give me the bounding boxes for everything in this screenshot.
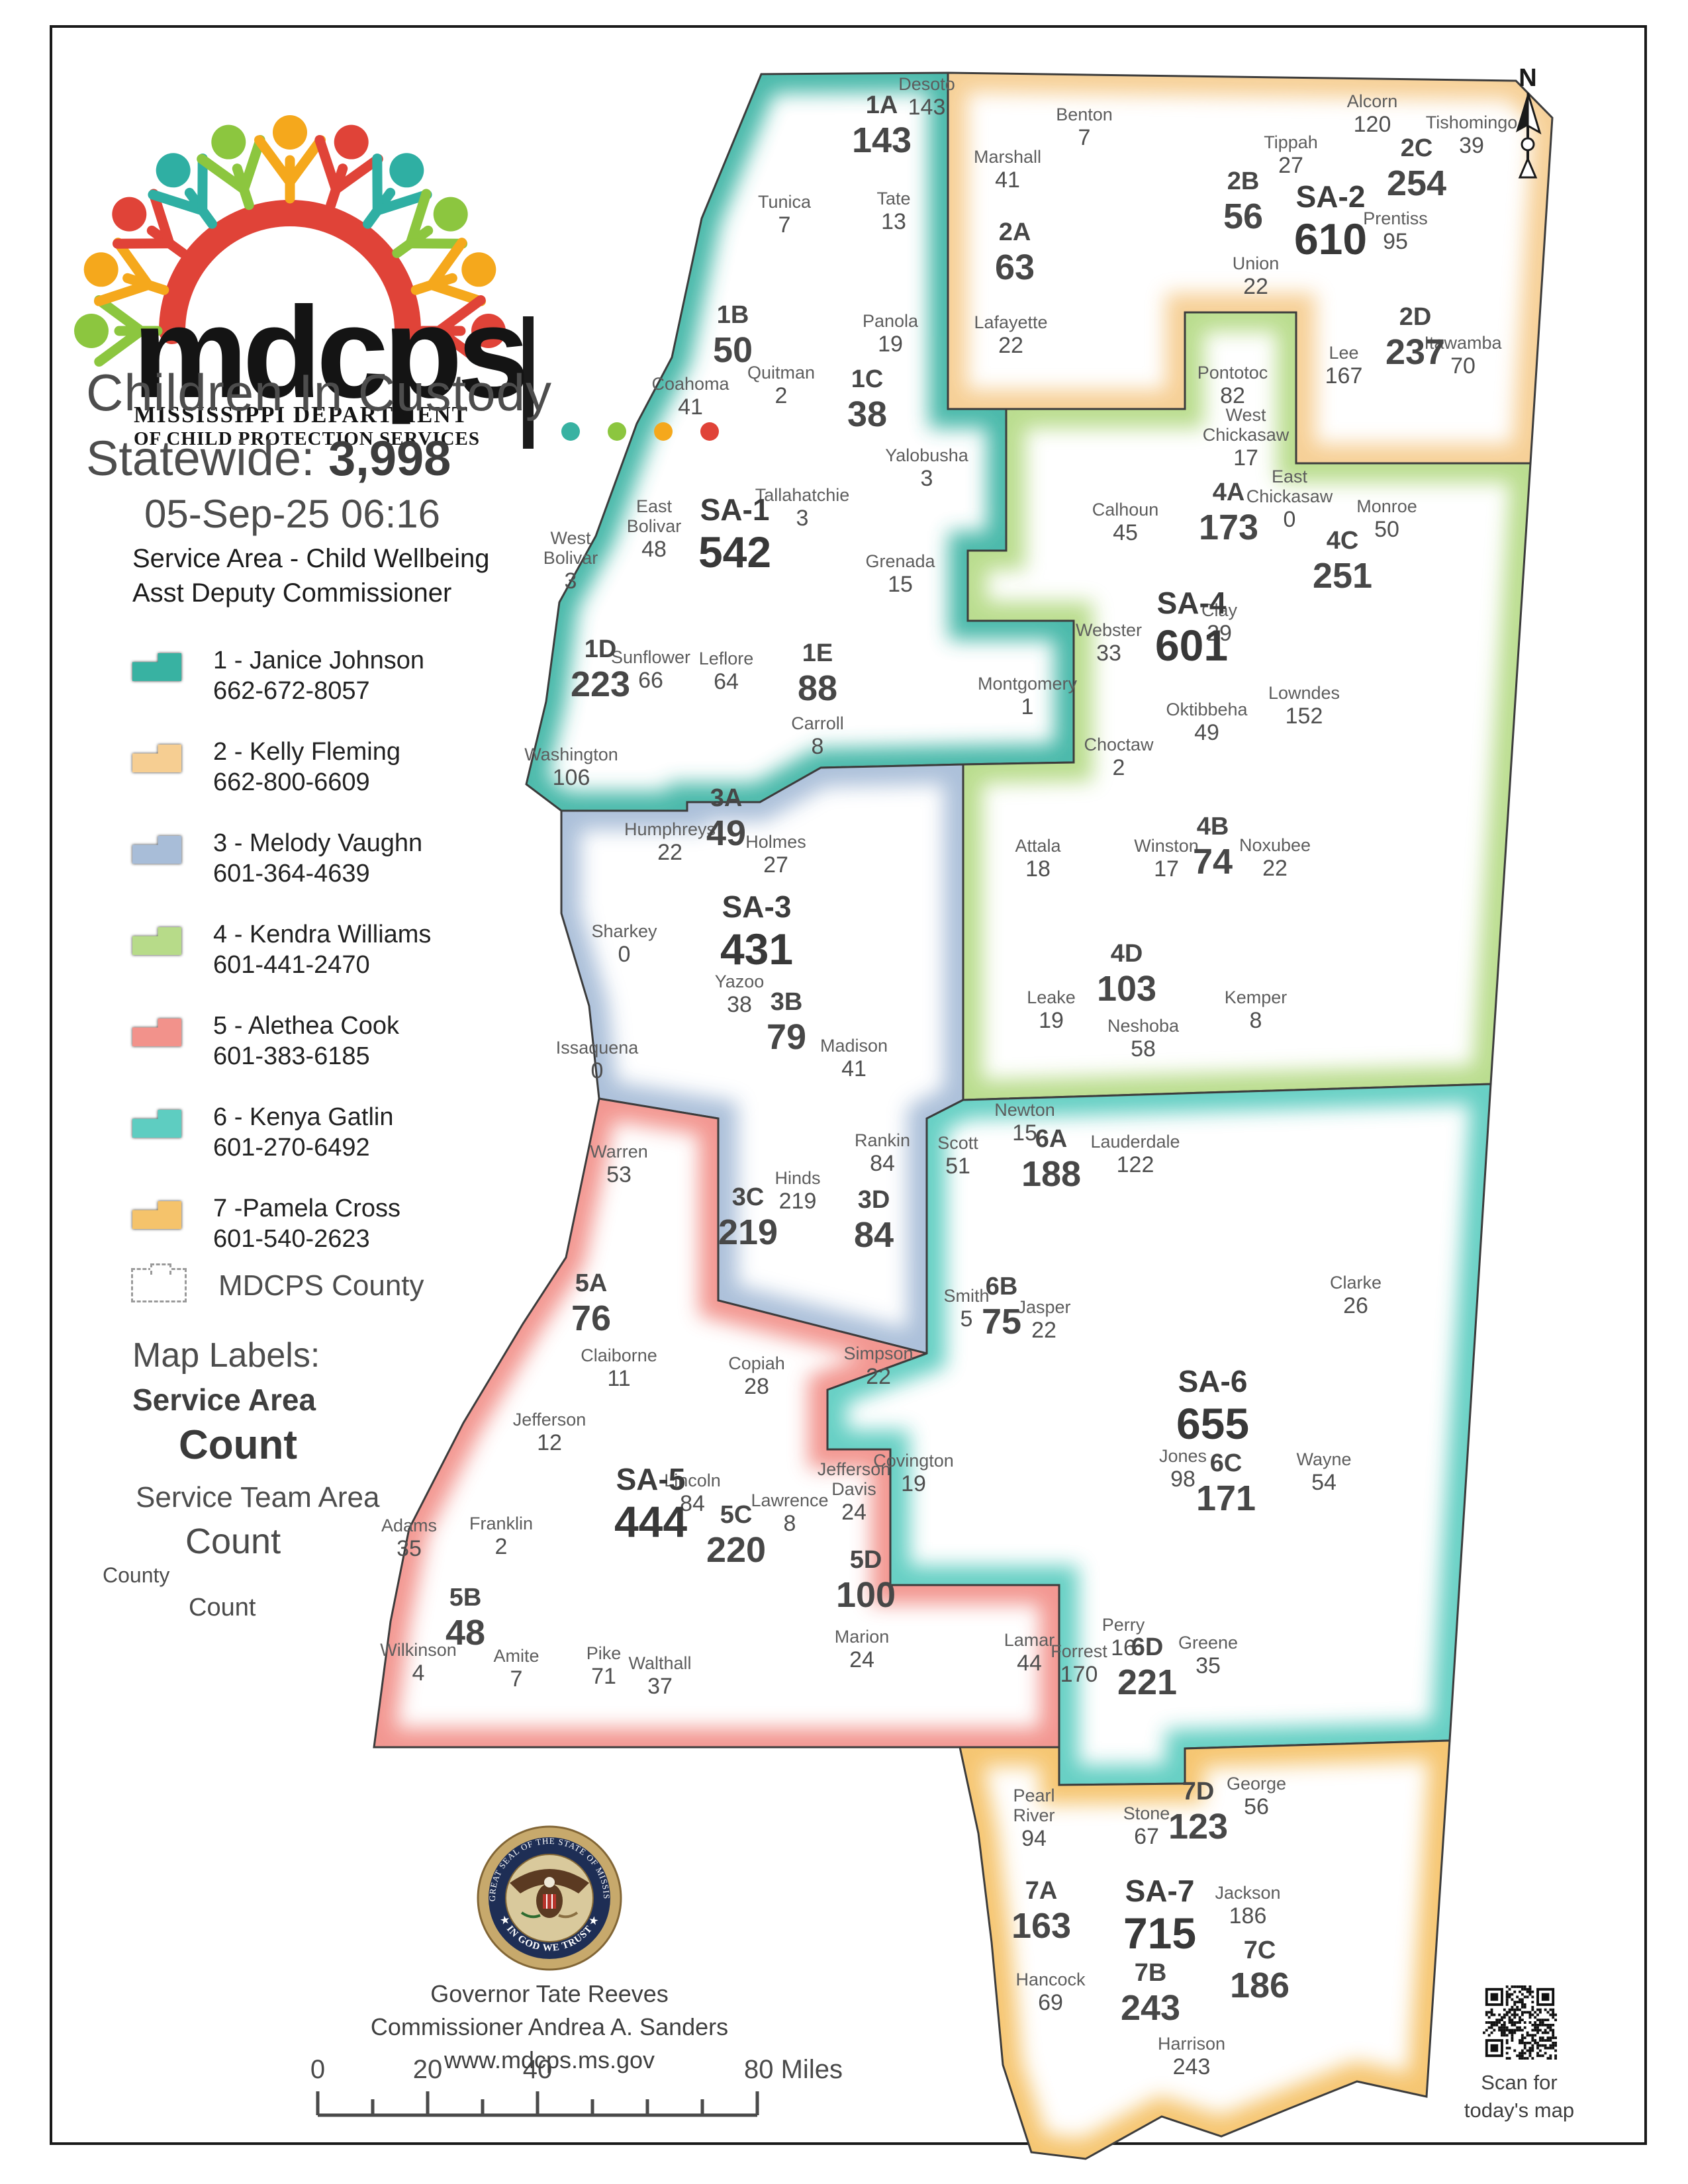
report-timestamp: 05-Sep-25 06:16 (144, 492, 441, 536)
scale-label: 0 (310, 2055, 325, 2084)
logo-dot-green (608, 422, 626, 441)
legend-item-phone: 662-672-8057 (213, 677, 370, 705)
map-labels-service-area: Service Area (132, 1383, 316, 1417)
legend-item-phone: 601-270-6492 (213, 1134, 370, 1161)
legend-swatch-icon (132, 927, 181, 955)
logo-dot-orange (654, 422, 673, 441)
legend-swatch-icon (132, 1110, 181, 1138)
legend-item-name: 7 -Pamela Cross (213, 1195, 400, 1222)
legend-item-phone: 601-364-4639 (213, 860, 370, 887)
mdcps-county-swatch-icon (131, 1263, 187, 1302)
page-title: Children In Custody (86, 363, 553, 422)
qr-caption: Scan for today's map (1464, 2071, 1575, 2122)
map-labels-heading: Map Labels: (132, 1336, 320, 1375)
legend-item-name: 3 - Melody Vaughn (213, 829, 423, 857)
legend-title: Service Area - Child Wellbeing Asst Depu… (132, 544, 490, 608)
scale-label: 40 (523, 2055, 553, 2084)
statewide-label: Statewide: (86, 431, 315, 486)
commissioner-name: Commissioner Andrea A. Sanders (370, 2013, 729, 2040)
map-labels-county-count: Count (189, 1594, 256, 1621)
scale-bar (316, 2091, 759, 2117)
map-labels-service-team-area: Service Team Area (136, 1481, 380, 1514)
legend-item-phone: 601-441-2470 (213, 951, 370, 979)
logo-dot-teal (561, 422, 580, 441)
qr-code (1483, 1985, 1557, 2060)
map-labels-service-team-area-count: Count (185, 1522, 281, 1561)
map-labels-county: County (103, 1563, 170, 1587)
legend-swatch-icon (132, 1019, 181, 1046)
footer-credits: Governor Tate Reeves Commissioner Andrea… (318, 1978, 781, 2077)
scale-label: 20 (413, 2055, 443, 2084)
mdcps-logo-arc (74, 115, 506, 367)
seal-shield (543, 1894, 556, 1909)
logo-wordmark: mdcps (132, 280, 524, 425)
seal-olive-branch (520, 1911, 541, 1919)
seal-arrows (558, 1911, 579, 1919)
north-arrow-icon: N (1516, 64, 1542, 179)
legend-item-name: 6 - Kenya Gatlin (213, 1103, 394, 1131)
legend-item-phone: 601-383-6185 (213, 1042, 370, 1070)
map-frame-border (50, 25, 1647, 2145)
seal-eagle-head (544, 1877, 555, 1888)
logo-divider-bar (523, 316, 534, 449)
scale-label: 80 Miles (744, 2055, 843, 2084)
legend-item-name: 1 - Janice Johnson (213, 647, 424, 674)
statewide-total: Statewide: 3,998 (86, 430, 451, 486)
map-labels-service-area-count: Count (179, 1422, 298, 1468)
governor-name: Governor Tate Reeves (430, 1980, 669, 2007)
legend-item-name: 4 - Kendra Williams (213, 921, 432, 948)
legend-item-phone: 662-800-6609 (213, 768, 370, 796)
legend-swatch-icon (132, 745, 181, 772)
logo-dot-red (700, 422, 719, 441)
legend-swatch-icon (132, 836, 181, 864)
legend-item-name: 2 - Kelly Fleming (213, 738, 400, 766)
mdcps-county-label: MDCPS County (218, 1269, 424, 1302)
logo-org-line2: OF CHILD PROTECTION SERVICES (134, 428, 480, 449)
statewide-value: 3,998 (328, 431, 451, 486)
region-sa-7 (960, 1741, 1450, 2159)
legend-swatch-icon (132, 653, 181, 681)
website-url: www.mdcps.ms.gov (444, 2046, 655, 2073)
logo-org-line1: MISSISSIPPI DEPARTMENT (134, 402, 469, 428)
legend-swatch-icon (132, 1201, 181, 1229)
legend-item-name: 5 - Alethea Cook (213, 1012, 399, 1040)
svg-text:N: N (1519, 64, 1536, 92)
legend-item-phone: 601-540-2623 (213, 1225, 370, 1253)
